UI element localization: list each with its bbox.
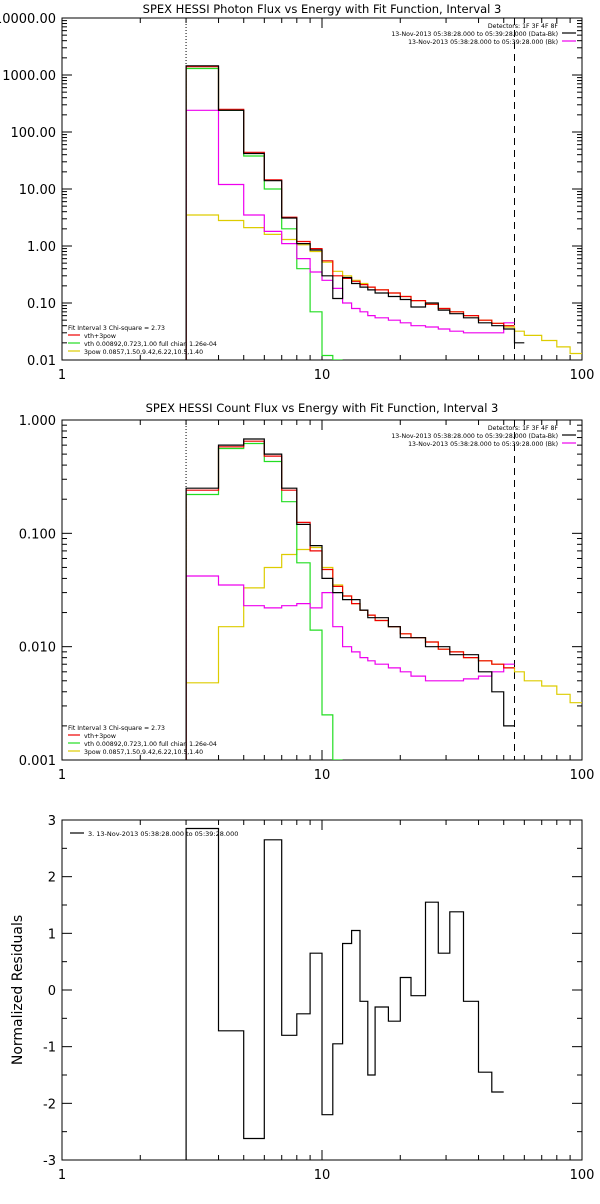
y-tick-label: 3 <box>48 814 56 829</box>
y-tick-label: -1 <box>43 1041 56 1056</box>
series-line-1 <box>185 65 525 360</box>
y-axis-label: Normalized Residuals <box>10 915 26 1065</box>
y-tick-label: 1.00 <box>27 240 56 255</box>
legend-top-right-text: 13-Nov-2013 05:38:28.000 to 05:39:28.000… <box>408 441 558 448</box>
chart-panel-1: SPEX HESSI Photon Flux vs Energy with Fi… <box>0 2 594 383</box>
x-tick-label: 100 <box>570 1168 595 1183</box>
y-tick-label: 0.100 <box>19 527 56 542</box>
y-tick-label: 0.001 <box>19 754 56 769</box>
series-line-3 <box>185 442 343 760</box>
series-line-5 <box>185 109 515 360</box>
x-tick-label: 10 <box>314 768 331 783</box>
legend-top-right-text: Detectors: 1F 3F 4F 8F <box>488 23 559 30</box>
y-tick-label: 2 <box>48 871 56 886</box>
plot-area <box>185 18 582 360</box>
series-line-2 <box>185 440 515 760</box>
legend-top-right-text: 13-Nov-2013 05:38:28.000 to 05:39:28.000… <box>391 433 558 440</box>
y-tick-label: 1 <box>48 927 56 942</box>
legend-entry-text: 3pow 0.0857,1.50,9.42,6.22,10.5,1.40 <box>84 749 203 756</box>
y-tick-label: -2 <box>43 1097 56 1112</box>
series-line-5 <box>185 575 515 760</box>
x-tick-label: 1 <box>58 1168 66 1183</box>
chart-title: SPEX HESSI Count Flux vs Energy with Fit… <box>146 401 499 415</box>
chart-panel-2: SPEX HESSI Count Flux vs Energy with Fit… <box>19 401 595 783</box>
legend-entry-text: 3pow 0.0857,1.50,9.42,6.22,10.5,1.40 <box>84 349 203 356</box>
plot-area <box>185 827 504 1160</box>
plot-area <box>185 420 582 760</box>
y-tick-label: 0.01 <box>27 354 56 369</box>
series-line-4 <box>185 546 582 760</box>
y-tick-label: 10000.00 <box>0 12 56 27</box>
chart-title: SPEX HESSI Photon Flux vs Energy with Fi… <box>143 2 502 16</box>
x-tick-label: 10 <box>314 1168 331 1183</box>
legend-top-right-text: 13-Nov-2013 05:38:28.000 to 05:39:28.000… <box>391 31 558 38</box>
legend-entry-text: vth 0.00892,0.723,1.00 full chian 1.26e-… <box>84 341 217 348</box>
y-tick-label: 0.10 <box>27 297 56 312</box>
y-tick-label: 0 <box>48 984 56 999</box>
series-line-1 <box>185 438 515 760</box>
y-tick-label: 1000.00 <box>2 69 56 84</box>
legend-entry-text: vth+3pow <box>84 333 116 340</box>
y-tick-label: 100.00 <box>11 126 57 141</box>
x-tick-label: 100 <box>570 368 595 383</box>
series-line-3 <box>185 67 343 360</box>
legend-entry-text: vth 0.00892,0.723,1.00 full chian 1.26e-… <box>84 741 217 748</box>
y-tick-label: 1.000 <box>19 414 56 429</box>
x-tick-label: 100 <box>570 768 595 783</box>
plot-frame <box>61 17 583 361</box>
legend-top-right-text: Detectors: 1F 3F 4F 8F <box>488 425 559 432</box>
chart-panel-3: 1 10 100 -3 -2 -1 0 1 2 3 Normalized Residuals 3. 1… <box>10 814 594 1183</box>
legend-entry-text: vth+3pow <box>84 733 116 740</box>
x-tick-label: 1 <box>58 368 66 383</box>
y-tick-label: 10.00 <box>19 183 56 198</box>
series-line-4 <box>185 214 582 360</box>
x-tick-label: 1 <box>58 768 66 783</box>
series-line-1 <box>185 827 504 1160</box>
legend-top-right-text: 13-Nov-2013 05:38:28.000 to 05:39:28.000… <box>408 39 558 46</box>
series-line-2 <box>185 66 515 360</box>
x-tick-label: 10 <box>314 368 331 383</box>
y-tick-label: 0.010 <box>19 641 56 656</box>
legend-fit-info-text: Fit Interval 3 Chi-square = 2.73 <box>68 725 165 732</box>
y-tick-label: -3 <box>43 1154 56 1169</box>
legend-fit-info-text: Fit Interval 3 Chi-square = 2.73 <box>68 325 165 332</box>
legend-entry-text: 3. 13-Nov-2013 05:38:28.000 to 05:39:28.… <box>88 830 238 838</box>
